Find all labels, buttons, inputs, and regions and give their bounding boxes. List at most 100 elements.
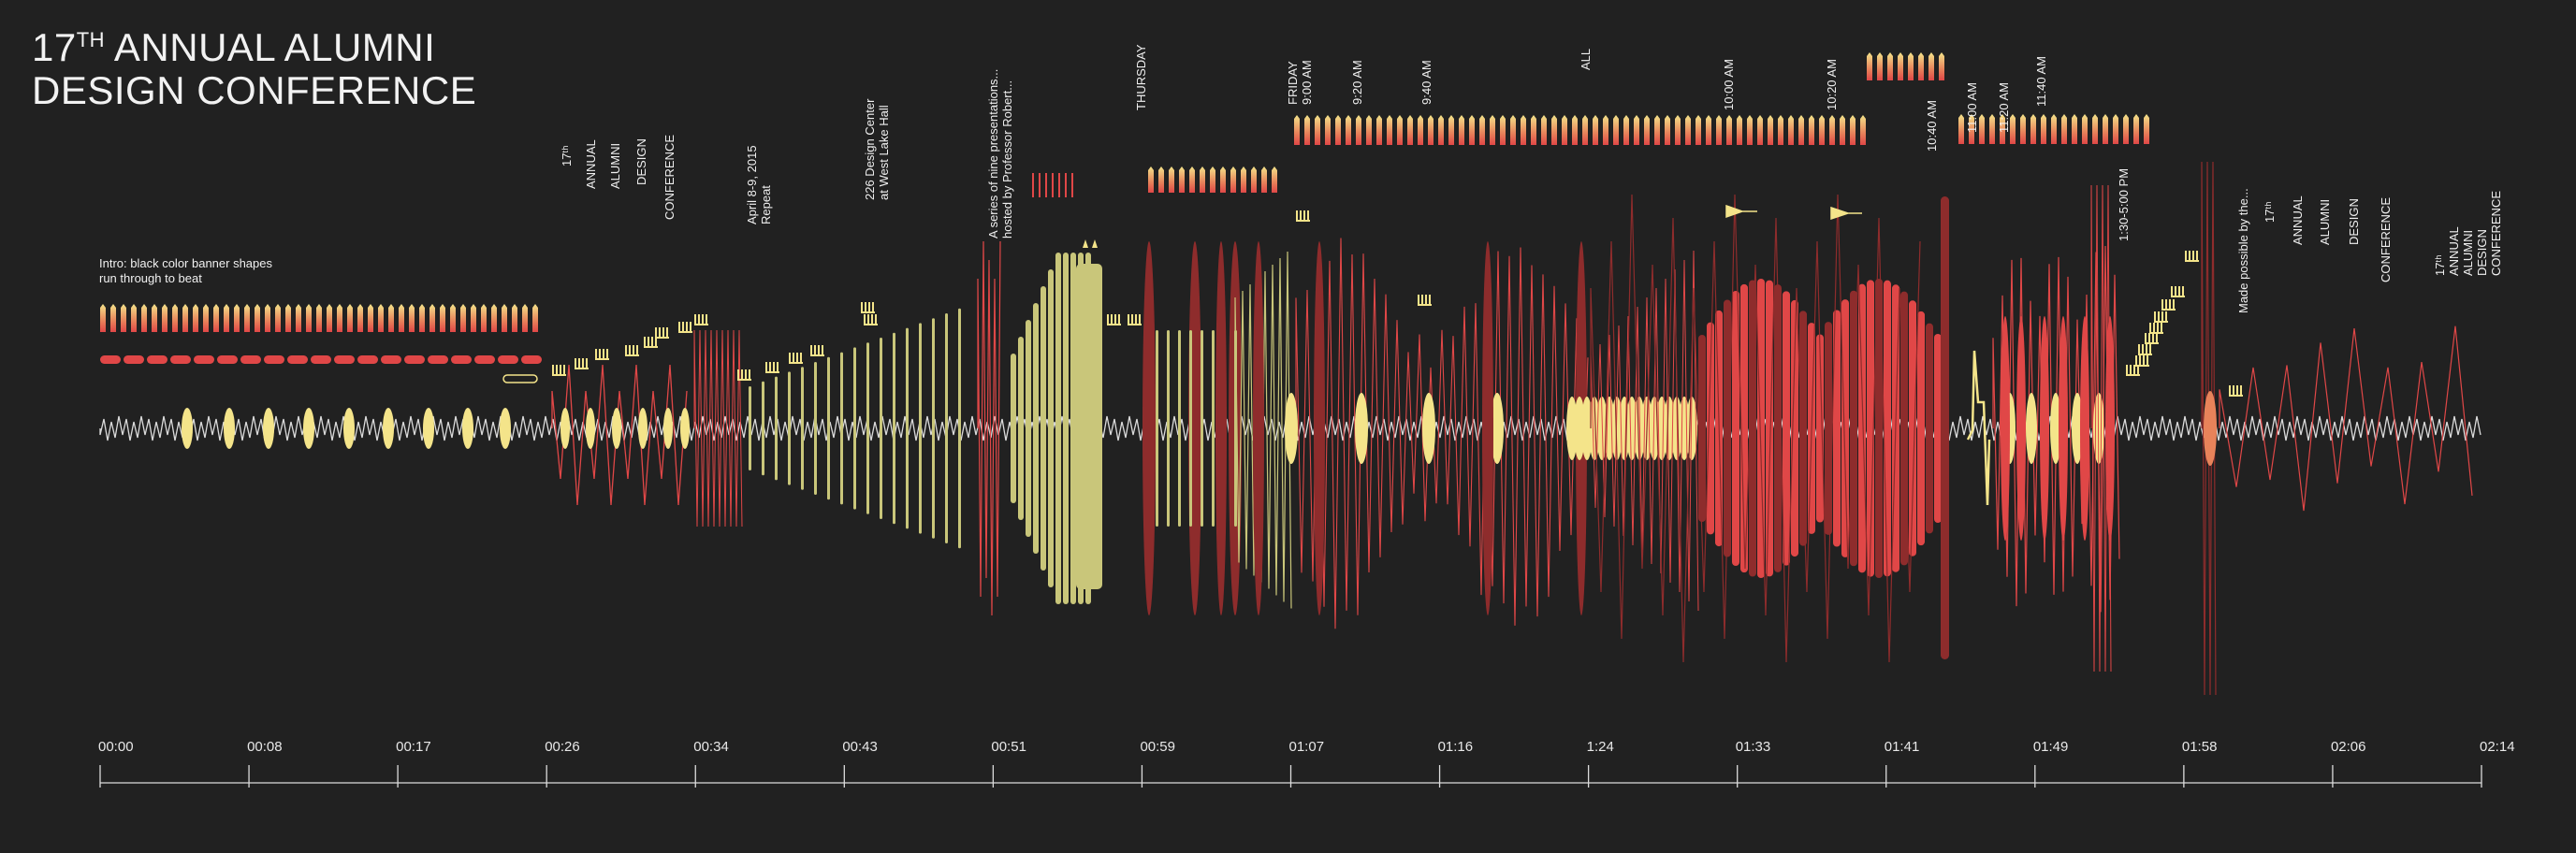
red-block-bar	[1766, 280, 1773, 577]
tick-label: 02:06	[2330, 739, 2366, 755]
olive-block-bar	[1048, 269, 1054, 587]
olive-bar	[958, 308, 961, 549]
friday-banner	[1510, 115, 1516, 145]
yellow-glyph	[2139, 355, 2141, 365]
intro-banner	[316, 304, 322, 332]
title-line-1: 17TH ANNUAL ALUMNI	[32, 25, 436, 69]
thursday-olive-bar	[1167, 330, 1170, 527]
red-block-bar	[1783, 291, 1790, 566]
yellow-glyph	[2158, 311, 2160, 321]
friday-banner	[1335, 115, 1341, 145]
intro-banner	[110, 304, 116, 332]
late-oval	[2072, 393, 2083, 464]
yellow-glyph	[2145, 342, 2159, 344]
intro-banner	[203, 304, 209, 332]
yellow-glyph	[1139, 314, 1141, 324]
intro-banner	[460, 304, 466, 332]
friday-banner	[1778, 115, 1783, 145]
olive-block-bar	[1063, 253, 1069, 604]
yellow-glyph	[818, 345, 820, 354]
friday-banner	[1459, 115, 1464, 145]
intro-pill	[428, 355, 448, 364]
thursday-olive-bar	[1156, 330, 1158, 527]
intro-banner	[275, 304, 281, 332]
yellow-glyph	[2147, 355, 2148, 365]
friday-red-spike	[1295, 238, 1589, 629]
red-block-bar	[1791, 299, 1798, 557]
yellow-glyph	[861, 311, 875, 313]
yellow-glyph	[867, 314, 869, 324]
afternoon-banner	[2030, 114, 2036, 144]
intro-pill	[474, 355, 495, 364]
friday-banner	[1428, 115, 1434, 145]
yellow-glyph	[1128, 324, 1142, 325]
friday-banner	[1798, 115, 1804, 145]
red-block-bar	[1909, 300, 1916, 557]
small-red-tick	[1045, 173, 1047, 197]
tick-label: 01:41	[1884, 739, 1920, 755]
yellow-glyph	[864, 314, 866, 324]
yellow-glyph	[2240, 385, 2242, 395]
section-oval	[663, 408, 673, 449]
olive-block-bar	[1011, 354, 1016, 503]
yellow-glyph	[800, 353, 802, 362]
late-red-oval	[2040, 316, 2049, 541]
section-oval	[638, 408, 648, 449]
tick-label: 01:07	[1288, 739, 1325, 755]
red-block-bar	[1724, 299, 1731, 557]
annotation-conf1: CONFERENCE	[662, 134, 677, 220]
late-red-oval	[2080, 316, 2089, 541]
annotation-madepossible: Made possible by the...	[2236, 188, 2250, 313]
friday-banner	[1325, 115, 1331, 145]
friday-dark-oval	[1253, 241, 1264, 615]
intro-pill	[498, 355, 518, 364]
thursday-banner	[1179, 166, 1185, 193]
annotation-t1100: 11:00 AM	[1965, 82, 1979, 133]
late-red-oval	[2016, 316, 2026, 541]
yellow-glyph	[2169, 299, 2171, 309]
olive-bar	[827, 356, 830, 500]
thursday-banner	[1148, 166, 1154, 193]
late-oval	[2026, 393, 2037, 464]
olive-block-bar	[1026, 320, 1031, 537]
intro-pill	[381, 355, 401, 364]
intro-banner	[306, 304, 312, 332]
yellow-glyph	[2138, 344, 2140, 354]
intro-pill	[287, 355, 308, 364]
tick-label: 00:17	[396, 739, 431, 755]
annotation-t1120: 11:20 AM	[1997, 82, 2011, 133]
friday-banner	[1448, 115, 1454, 145]
yellow-glyph	[2165, 299, 2167, 309]
friday-banner	[1418, 115, 1423, 145]
friday-dark-oval	[1314, 241, 1325, 615]
friday-oval	[1422, 393, 1435, 464]
yellow-glyph	[2135, 355, 2137, 365]
red-block-bar	[1799, 311, 1807, 546]
yellow-glyph	[2154, 311, 2156, 321]
friday-banner	[1593, 115, 1598, 145]
top-banner	[1887, 52, 1893, 80]
thursday-banner	[1261, 166, 1267, 193]
yellow-glyph	[822, 345, 823, 354]
friday-oval	[1355, 393, 1368, 464]
tick-label: 1:24	[1586, 739, 1614, 755]
intro-pill	[311, 355, 331, 364]
yellow-glyph	[1118, 314, 1120, 324]
thursday-banner	[1220, 166, 1226, 193]
afternoon-banner	[2123, 114, 2129, 144]
red-block-bar	[1707, 322, 1714, 535]
yellow-glyph	[2185, 251, 2187, 260]
annotation-alumni2: ALUMNI	[2318, 198, 2332, 245]
yellow-glyph	[2135, 365, 2149, 367]
olive-bar	[906, 327, 909, 529]
annotation-alumni1: ALUMNI	[608, 142, 622, 189]
friday-banner	[1479, 115, 1485, 145]
yellow-glyph	[1296, 220, 1310, 222]
yellow-glyph	[694, 314, 696, 324]
yellow-glyph	[789, 353, 791, 362]
intro-oval	[182, 408, 193, 449]
yellow-glyph	[702, 314, 704, 324]
annotation-design1: DESIGN	[634, 138, 648, 185]
yellow-glyph	[2189, 251, 2190, 260]
afternoon-banner	[2072, 114, 2077, 144]
